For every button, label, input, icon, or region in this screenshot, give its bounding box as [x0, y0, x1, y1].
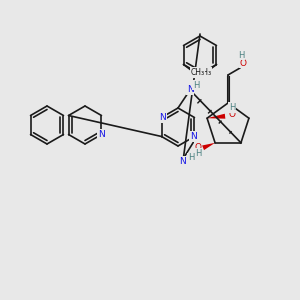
Text: O: O [195, 143, 202, 152]
Text: N: N [180, 157, 186, 166]
Polygon shape [202, 143, 215, 150]
Text: CH₃: CH₃ [197, 68, 212, 77]
Text: H: H [188, 154, 194, 163]
Text: N: N [159, 113, 166, 122]
Text: N: N [196, 70, 203, 79]
Text: H: H [229, 103, 235, 112]
Text: H: H [195, 149, 201, 158]
Text: CH₃: CH₃ [190, 68, 205, 77]
Text: O: O [229, 110, 236, 119]
Polygon shape [207, 114, 225, 119]
Text: N: N [190, 132, 197, 141]
Text: N: N [98, 130, 105, 139]
Text: H: H [238, 50, 244, 59]
Text: O: O [239, 58, 247, 68]
Text: N: N [187, 85, 194, 94]
Text: H: H [193, 80, 199, 89]
